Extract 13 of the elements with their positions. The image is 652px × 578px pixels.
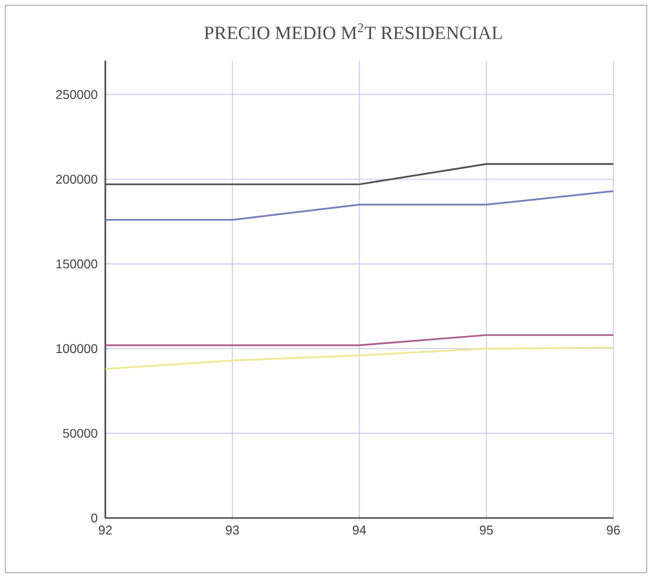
x-tick-label: 92 (98, 526, 112, 535)
y-tick-label: 50000 (63, 428, 98, 438)
y-tick-label: 150000 (56, 259, 98, 268)
x-tick-label: 96 (606, 526, 620, 535)
x-tick-label: 94 (352, 526, 366, 535)
x-tick-label: 95 (480, 526, 493, 535)
y-tick-label: 200000 (56, 174, 98, 184)
y-tick-label: 250000 (56, 90, 98, 100)
y-tick-label: 100000 (56, 344, 98, 354)
x-tick-label: 93 (226, 526, 239, 535)
chart-title: PRECIO MEDIO M$^{2}$T RESIDENCIAL (204, 23, 502, 40)
y-tick-label: 0 (91, 514, 98, 522)
line-series (105, 346, 614, 370)
